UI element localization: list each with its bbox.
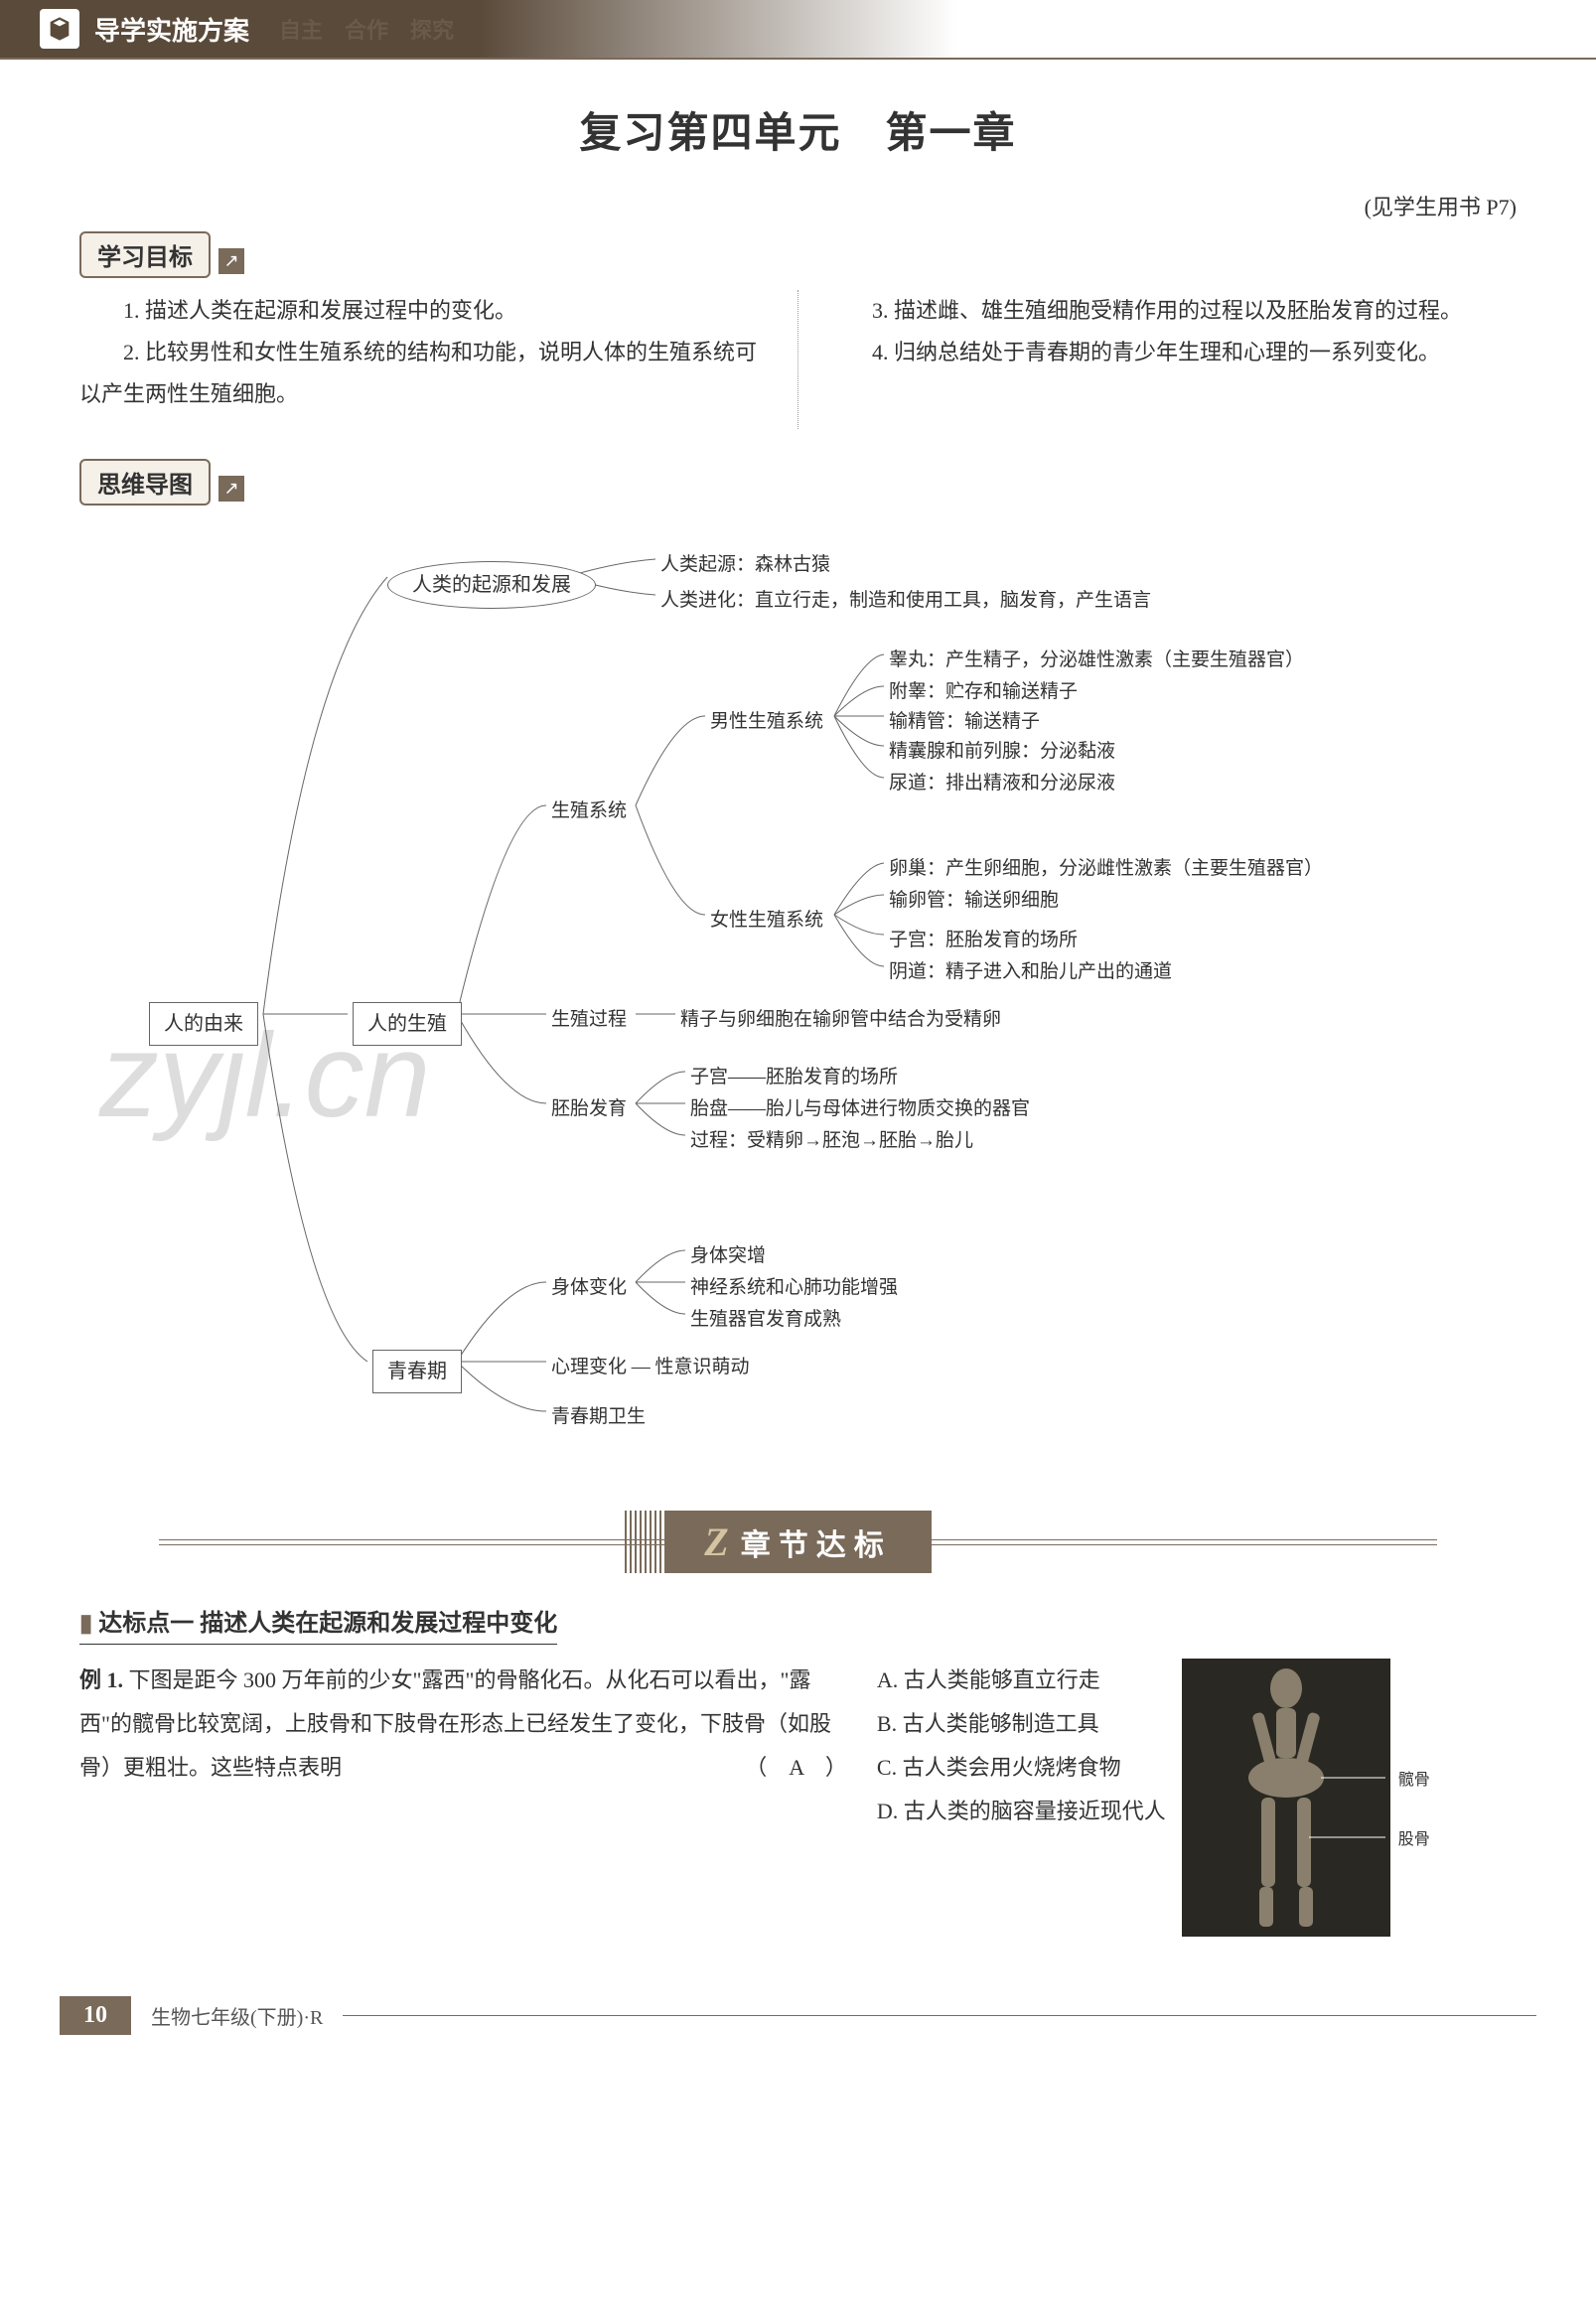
leaf-embryo-2: 胎盘——胎儿与母体进行物质交换的器官 — [690, 1093, 1030, 1125]
leaf-body-3: 生殖器官发育成熟 — [690, 1304, 841, 1336]
fossil-femur-label: 股骨 — [1398, 1825, 1430, 1849]
leaf-male-3: 输精管：输送精子 — [889, 706, 1040, 738]
option-b: B. 古人类能够制造工具 — [877, 1702, 1166, 1746]
objectives-header: 学习目标 — [79, 231, 1517, 290]
practice-content: 例 1. 下图是距今 300 万年前的少女"露西"的骨骼化石。从化石可以看出，"… — [79, 1659, 1517, 1937]
leaf-female-3: 子宫：胚胎发育的场所 — [889, 925, 1078, 956]
header-title: 导学实施方案 — [94, 11, 249, 48]
banner-text: 章节达标 — [741, 1529, 892, 1562]
page-number: 10 — [60, 1996, 131, 2035]
leaf-embryo-3: 过程：受精卵→胚泡→胚胎→胎儿 — [690, 1125, 973, 1157]
leaf-male-4: 精囊腺和前列腺：分泌黏液 — [889, 736, 1115, 768]
page-reference: (见学生用书 P7) — [0, 190, 1517, 221]
node-repro-process: 生殖过程 — [551, 1004, 627, 1036]
objective-3: 3. 描述雌、雄生殖细胞受精作用的过程以及胚胎发育的过程。 — [828, 290, 1517, 332]
main-title: 复习第四单元 第一章 — [0, 99, 1596, 160]
mindmap-label: 思维导图 — [79, 459, 211, 506]
arrow-up-right-icon — [218, 476, 244, 502]
node-repro-system: 生殖系统 — [551, 796, 627, 827]
objectives-label: 学习目标 — [79, 231, 211, 278]
leaf-process: 精子与卵细胞在输卵管中结合为受精卵 — [680, 1004, 1001, 1036]
fossil-image: 髋骨 股骨 — [1182, 1659, 1390, 1937]
header-subtitle: 自主 合作 探究 — [279, 13, 454, 45]
mindmap-diagram: zyjl.cn 人的由来 人类的起源和发展 人类起源：森林古猿 人类进化：直立行… — [119, 547, 1517, 1461]
leaf-female-2: 输卵管：输送卵细胞 — [889, 885, 1059, 917]
objective-2: 2. 比较男性和女性生殖系统的结构和功能，说明人体的生殖系统可以产生两性生殖细胞… — [79, 332, 768, 415]
example-label: 例 1. — [79, 1667, 123, 1692]
node-female-system: 女性生殖系统 — [710, 905, 823, 937]
node-puberty: 青春期 — [372, 1350, 462, 1393]
leaf-embryo-1: 子宫——胚胎发育的场所 — [690, 1062, 898, 1093]
practice-answer: （ A ） — [745, 1746, 847, 1790]
leaf-female-1: 卵巢：产生卵细胞，分泌雌性激素（主要生殖器官） — [889, 853, 1323, 885]
node-embryo: 胚胎发育 — [551, 1093, 627, 1125]
chapter-standard-banner: Z章节达标 — [79, 1511, 1517, 1573]
footer-text: 生物七年级(下册)·R — [151, 2001, 323, 2030]
node-root: 人的由来 — [149, 1002, 258, 1046]
node-reproduction: 人的生殖 — [353, 1002, 462, 1046]
practice-question: 例 1. 下图是距今 300 万年前的少女"露西"的骨骼化石。从化石可以看出，"… — [79, 1659, 847, 1790]
objective-1: 1. 描述人类在起源和发展过程中的变化。 — [79, 290, 768, 332]
leaf-female-4: 阴道：精子进入和胎儿产出的通道 — [889, 956, 1172, 988]
leaf-male-5: 尿道：排出精液和分泌尿液 — [889, 768, 1115, 799]
header-bar: 导学实施方案 自主 合作 探究 — [0, 0, 1596, 60]
practice-point-header: ▮ 达标点一 描述人类在起源和发展过程中变化 — [79, 1603, 557, 1645]
leaf-male-1: 睾丸：产生精子，分泌雄性激素（主要生殖器官） — [889, 645, 1304, 676]
leaf-psych: 心理变化 — 性意识萌动 — [551, 1352, 750, 1383]
node-origin: 人类的起源和发展 — [387, 561, 596, 609]
node-male-system: 男性生殖系统 — [710, 706, 823, 738]
leaf-body-1: 身体突增 — [690, 1240, 766, 1272]
practice-tag: 达标点一 — [98, 1611, 194, 1637]
option-d: D. 古人类的脑容量接近现代人 — [877, 1790, 1166, 1833]
page-footer: 10 生物七年级(下册)·R — [0, 1996, 1596, 2065]
mindmap-header: 思维导图 — [79, 459, 1517, 517]
leaf-body-2: 神经系统和心肺功能增强 — [690, 1272, 898, 1304]
objective-4: 4. 归纳总结处于青春期的青少年生理和心理的一系列变化。 — [828, 332, 1517, 373]
leaf-origin-2: 人类进化：直立行走，制造和使用工具，脑发育，产生语言 — [660, 585, 1151, 617]
leaf-origin-1: 人类起源：森林古猿 — [660, 549, 830, 581]
fossil-hip-label: 髋骨 — [1398, 1766, 1430, 1790]
option-a: A. 古人类能够直立行走 — [877, 1659, 1166, 1702]
node-body-change: 身体变化 — [551, 1272, 627, 1304]
practice-title: 描述人类在起源和发展过程中变化 — [200, 1611, 557, 1637]
leaf-hygiene: 青春期卫生 — [551, 1401, 646, 1433]
arrow-up-right-icon — [218, 248, 244, 274]
option-c: C. 古人类会用火烧烤食物 — [877, 1746, 1166, 1790]
book-logo-icon — [40, 9, 79, 49]
leaf-male-2: 附睾：贮存和输送精子 — [889, 676, 1078, 708]
objectives-columns: 1. 描述人类在起源和发展过程中的变化。 2. 比较男性和女性生殖系统的结构和功… — [79, 290, 1517, 429]
